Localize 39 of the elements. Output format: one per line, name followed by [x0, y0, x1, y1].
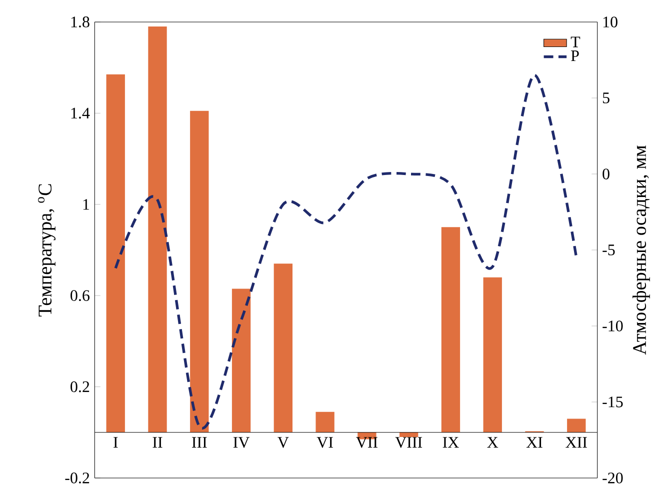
bar: [567, 418, 586, 432]
x-tick-label: VII: [356, 437, 378, 448]
bar: [106, 74, 125, 432]
y-axis-title: Температура, $^{o}$C: [38, 184, 56, 316]
y2-tick-label: -20: [602, 472, 623, 484]
y-tick-label: -0.2: [65, 472, 90, 484]
y2-tick-label: -10: [602, 320, 623, 332]
y2-axis-title: Атмосферные осадки, мм: [632, 145, 650, 355]
y2-tick-label: 10: [603, 16, 618, 28]
bar: [274, 264, 293, 432]
bar: [400, 432, 418, 437]
y-tick-label: 1.8: [71, 16, 90, 28]
y-tick-label: 1: [83, 199, 90, 210]
bar: [316, 412, 334, 432]
bar: [232, 288, 251, 432]
y-tick-label: 0.2: [70, 381, 90, 392]
x-tick-label: XI: [526, 437, 542, 448]
x-tick-label: X: [487, 437, 498, 448]
y2-tick-label: -5: [602, 244, 615, 256]
y-tick-label: 0.6: [70, 290, 90, 302]
y2-tick-label: -15: [602, 396, 623, 408]
legend-label: P: [571, 50, 579, 61]
x-tick-label: IV: [233, 437, 250, 448]
x-tick-label: VI: [316, 437, 333, 448]
x-tick-label: III: [192, 437, 207, 448]
x-tick-label: V: [278, 437, 289, 448]
bar: [441, 227, 460, 432]
legend-label: T: [570, 36, 580, 48]
x-tick-label: VIII: [395, 437, 422, 448]
x-tick-label: XII: [566, 437, 587, 448]
bar: [483, 277, 502, 432]
y2-tick-label: 0: [602, 168, 610, 180]
x-tick-label: IX: [442, 437, 459, 448]
y2-tick-label: 5: [602, 92, 610, 104]
bar: [148, 26, 167, 432]
x-tick-label: I: [114, 437, 118, 448]
x-tick-label: II: [152, 437, 162, 448]
y-tick-label: 1.4: [71, 108, 90, 119]
bar: [190, 110, 209, 432]
